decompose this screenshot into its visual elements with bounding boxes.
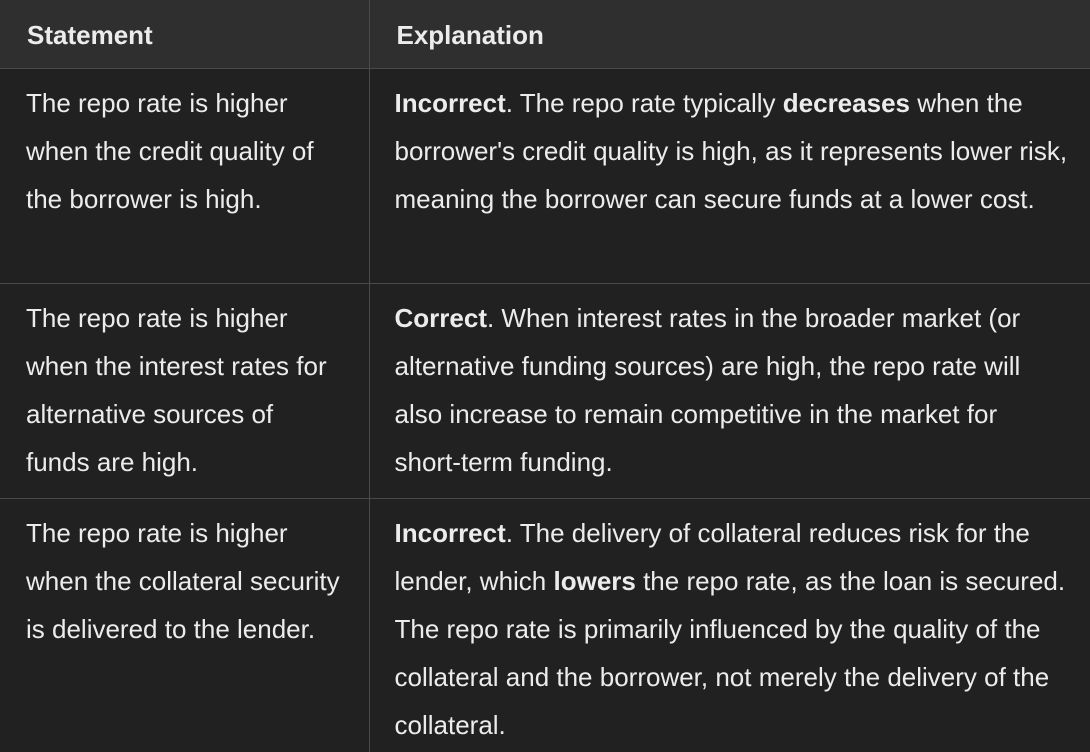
statement-cell: The repo rate is higher when the collate…	[0, 498, 370, 752]
table-header-row: Statement Explanation	[0, 0, 1090, 69]
explanation-cell: Correct. When interest rates in the broa…	[368, 283, 1090, 499]
explanation-cell: Incorrect. The repo rate typically decre…	[368, 68, 1090, 284]
explanation-text: when the borrower's credit quality is hi…	[394, 88, 1068, 214]
explanation-cell: Incorrect. The delivery of collateral re…	[368, 498, 1090, 752]
table-row: The repo rate is higher when the credit …	[0, 68, 1090, 284]
verdict-label: Incorrect	[394, 518, 506, 548]
verdict-label: Correct	[394, 303, 487, 333]
header-statement: Statement	[0, 0, 370, 69]
statement-cell: The repo rate is higher when the credit …	[0, 68, 370, 284]
explanation-text: the repo rate, as the loan is secured. T…	[394, 566, 1066, 740]
table-row: The repo rate is higher when the interes…	[0, 283, 1090, 499]
explanation-text: . The repo rate typically	[505, 88, 783, 118]
table-row: The repo rate is higher when the collate…	[0, 498, 1090, 752]
explanation-text: . The delivery of collateral reduces ris…	[394, 518, 1030, 596]
emphasis-text: lowers	[553, 566, 636, 596]
verdict-label: Incorrect	[394, 88, 506, 118]
explanation-text: . When interest rates in the broader mar…	[394, 303, 1021, 477]
statement-cell: The repo rate is higher when the interes…	[0, 283, 370, 499]
emphasis-text: decreases	[782, 88, 910, 118]
header-explanation: Explanation	[368, 0, 1090, 69]
